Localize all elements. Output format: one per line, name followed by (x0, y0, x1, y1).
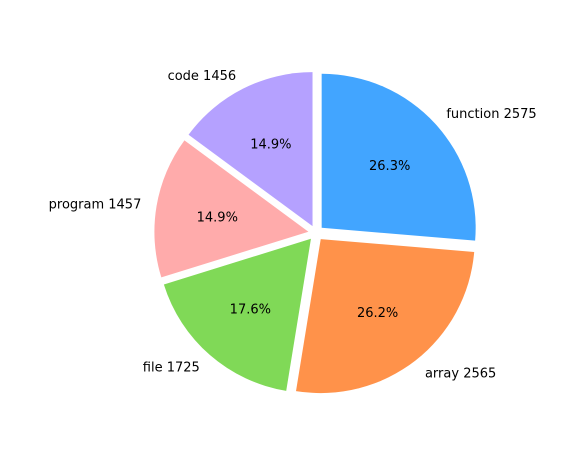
slice-label-code: code 1456 (168, 69, 237, 84)
pct-label-code: 14.9% (250, 138, 291, 153)
pie-slice-function (321, 73, 476, 241)
slice-label-array: array 2565 (425, 367, 496, 382)
pct-label-program: 14.9% (197, 210, 238, 225)
pct-label-function: 26.3% (369, 159, 410, 174)
pct-label-array: 26.2% (357, 306, 398, 321)
slice-label-file: file 1725 (143, 361, 200, 376)
pie-slice-array (296, 239, 475, 394)
slice-label-program: program 1457 (49, 198, 142, 213)
pct-label-file: 17.6% (230, 303, 271, 318)
slice-label-function: function 2575 (446, 107, 536, 122)
pie-slice-program (154, 140, 309, 278)
pie-slice-file (163, 238, 311, 391)
pie-slice-code (188, 72, 313, 227)
